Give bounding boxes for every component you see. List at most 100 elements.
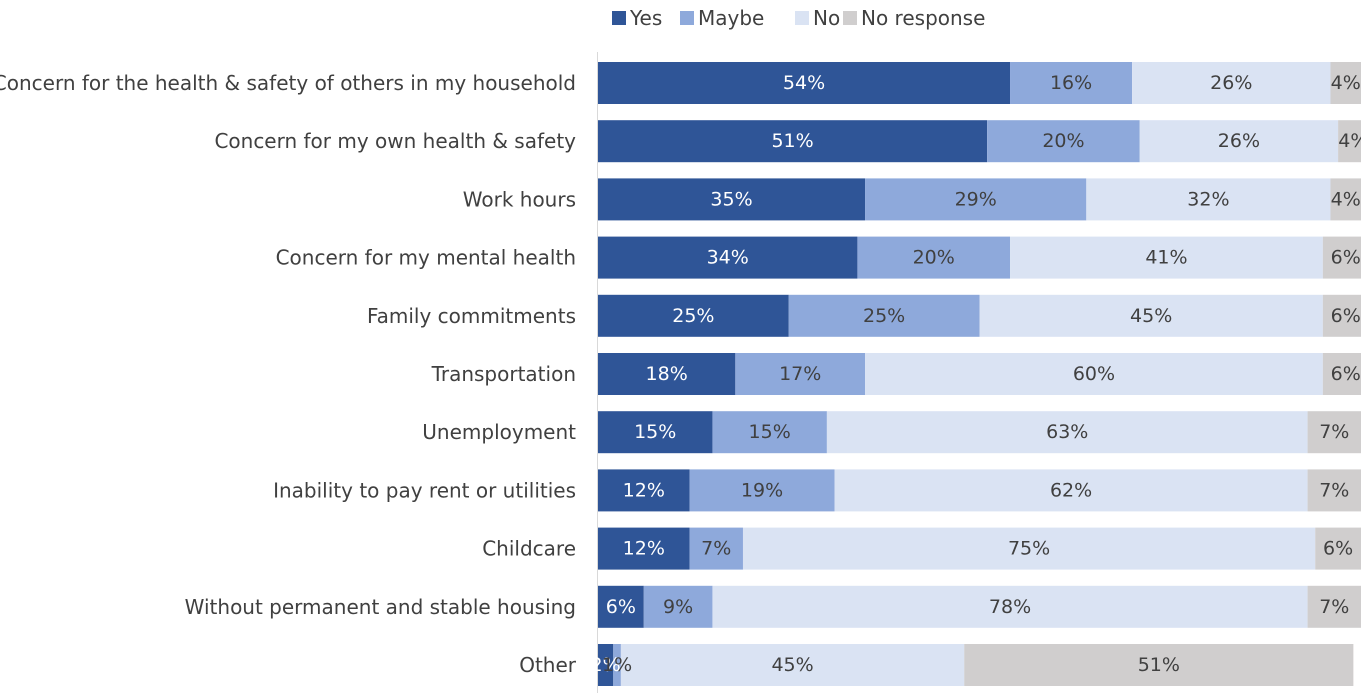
bar-segment-no <box>826 411 1308 454</box>
data-label-no: 41% <box>1145 247 1187 269</box>
data-label-yes: 12% <box>623 479 665 501</box>
data-label-yes: 25% <box>672 305 714 327</box>
legend-swatch-no <box>795 11 809 25</box>
bar-segment-maybe <box>689 527 743 570</box>
data-labels: 54% 16% 26% 4% 51% 20% 26% 4% 35% 29% 32% 4% 34% 20% 4… <box>591 72 1361 676</box>
legend-item-yes: Yes <box>612 6 662 30</box>
data-label-no-response: 6% <box>1323 538 1353 560</box>
bar-segment-no <box>1132 62 1331 104</box>
data-label-maybe: 20% <box>1042 130 1084 152</box>
bar-segment-yes <box>598 236 858 279</box>
legend-swatch-maybe <box>680 11 694 25</box>
bar-segment-no <box>979 294 1323 337</box>
legend-label-no: No <box>813 6 840 30</box>
data-label-no: 78% <box>989 596 1031 618</box>
bar-row <box>598 178 1361 221</box>
bar-segment-no <box>712 585 1308 628</box>
data-label-yes: 34% <box>707 247 749 269</box>
bar-row <box>598 236 1361 279</box>
data-label-maybe: 7% <box>701 538 731 560</box>
data-label-yes: 18% <box>646 363 688 385</box>
bar-segment-maybe <box>788 294 980 337</box>
bar-segment-maybe <box>689 469 835 512</box>
bar-segment-no <box>1086 178 1331 221</box>
category-label: Inability to pay rent or utilities <box>273 478 576 502</box>
bar-segment-yes <box>598 120 988 163</box>
bar-row <box>598 353 1361 395</box>
bar-segment-no-response <box>1307 469 1361 512</box>
bar-segment-yes <box>598 469 690 512</box>
data-label-maybe: 20% <box>913 247 955 269</box>
bar-segment-maybe <box>613 644 621 686</box>
bar-segment-no <box>742 527 1316 570</box>
data-label-yes: 2% <box>591 654 621 676</box>
legend-swatch-yes <box>612 11 626 25</box>
data-label-yes: 6% <box>606 596 636 618</box>
bar-row <box>598 469 1361 512</box>
legend-label-maybe: Maybe <box>698 6 764 30</box>
data-label-maybe: 1% <box>602 654 632 676</box>
data-label-no: 26% <box>1218 130 1260 152</box>
bar-segment-yes <box>598 178 866 221</box>
bar-row <box>598 585 1361 628</box>
data-label-no: 45% <box>1130 305 1172 327</box>
category-label: Concern for my own health & safety <box>214 129 576 153</box>
category-label: Work hours <box>463 187 576 211</box>
category-label: Other <box>519 653 577 677</box>
bar-row <box>598 527 1361 570</box>
data-label-no-response: 7% <box>1319 421 1349 443</box>
bar-segment-no-response <box>1315 527 1361 570</box>
bar-row <box>598 294 1361 337</box>
bar-segment-no <box>1010 236 1323 279</box>
chart-legend: Yes Maybe No No response <box>612 6 985 30</box>
data-label-yes: 15% <box>634 421 676 443</box>
bar-segment-maybe <box>735 353 866 395</box>
bar-segment-maybe <box>712 411 827 454</box>
data-label-no-response: 4% <box>1331 72 1361 94</box>
bar-segment-maybe <box>1010 62 1133 104</box>
category-label: Without permanent and stable housing <box>185 595 576 619</box>
bar-segment-no <box>834 469 1308 512</box>
bar-segment-yes <box>598 353 736 395</box>
data-label-no-response: 4% <box>1331 188 1361 210</box>
legend-label-no-response: No response <box>861 6 985 30</box>
data-label-no: 75% <box>1008 538 1050 560</box>
bar-segment-no-response <box>1307 411 1361 454</box>
bar-segment-yes <box>598 411 713 454</box>
data-label-maybe: 16% <box>1050 72 1092 94</box>
data-label-no: 32% <box>1187 188 1229 210</box>
bar-row <box>598 120 1361 163</box>
data-label-maybe: 19% <box>741 479 783 501</box>
bar-row <box>598 644 1354 686</box>
data-label-maybe: 25% <box>863 305 905 327</box>
category-label: Family commitments <box>367 304 576 328</box>
bar-segment-no-response <box>1330 62 1361 104</box>
data-label-no: 26% <box>1210 72 1252 94</box>
legend-item-maybe: Maybe <box>680 6 764 30</box>
category-label: Transportation <box>431 362 576 386</box>
bar-segment-no <box>620 644 965 686</box>
category-label: Concern for the health & safety of other… <box>0 71 576 95</box>
bars <box>598 62 1361 686</box>
data-label-no-response: 7% <box>1319 479 1349 501</box>
bar-segment-no-response <box>1307 585 1361 628</box>
bar-segment-no-response <box>1322 294 1361 337</box>
bar-segment-yes <box>598 644 614 686</box>
bar-segment-no-response <box>1322 353 1361 395</box>
data-label-no: 45% <box>771 654 813 676</box>
bar-segment-no-response <box>1330 178 1361 221</box>
bar-row <box>598 411 1361 454</box>
bar-segment-yes <box>598 527 690 570</box>
data-label-no: 62% <box>1050 479 1092 501</box>
data-label-yes: 12% <box>623 538 665 560</box>
bar-segment-maybe <box>857 236 1011 279</box>
data-label-yes: 51% <box>771 130 813 152</box>
data-label-maybe: 29% <box>955 188 997 210</box>
bar-segment-yes <box>598 585 644 628</box>
data-label-no-response: 6% <box>1331 305 1361 327</box>
data-label-no-response: 7% <box>1319 596 1349 618</box>
data-label-no-response: 51% <box>1138 654 1180 676</box>
bar-segment-maybe <box>643 585 713 628</box>
data-label-yes: 35% <box>710 188 752 210</box>
